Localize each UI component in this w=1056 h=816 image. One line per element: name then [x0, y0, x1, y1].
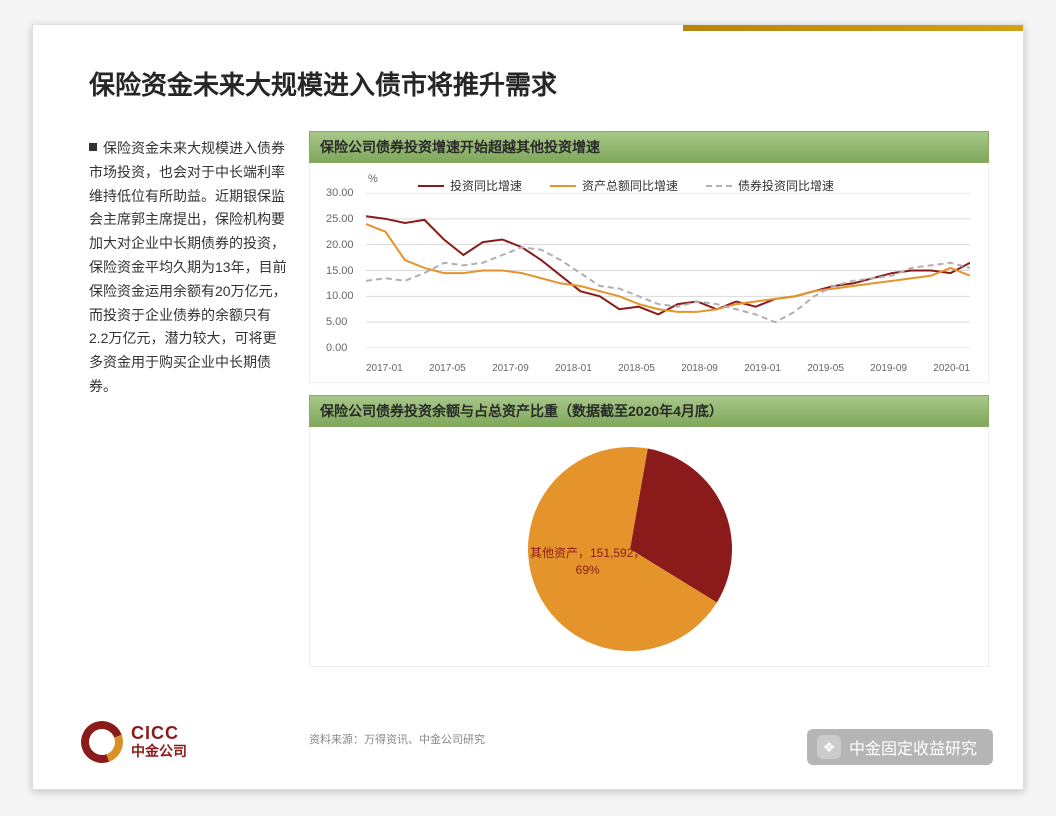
chart1-header: 保险公司债券投资增速开始超越其他投资增速: [309, 131, 989, 163]
chart1-legend: 投资同比增速资产总额同比增速债券投资同比增速: [418, 177, 834, 194]
cicc-ring-icon: [74, 714, 130, 770]
bullet-text: 保险资金未来大规模进入债券市场投资，也会对于中长端利率维持低位有所助益。近期银保…: [89, 137, 289, 399]
cicc-en: CICC: [131, 724, 187, 744]
page-title: 保险资金未来大规模进入债市将推升需求: [89, 65, 557, 102]
chart1-yunit: %: [368, 173, 378, 185]
chart1-plot: [366, 193, 970, 348]
slide: 保险资金未来大规模进入债市将推升需求 保险资金未来大规模进入债券市场投资，也会对…: [32, 24, 1024, 790]
wechat-icon: ❖: [817, 735, 841, 759]
source-text: 资料来源：万得资讯、中金公司研究: [309, 731, 485, 747]
accent-bar: [683, 25, 1023, 31]
pie-label-bond: 债券投资，67,139，31%: [748, 511, 857, 545]
pie-label-other: 其他资产，151,592，69%: [530, 545, 645, 579]
chart-column: 保险公司债券投资增速开始超越其他投资增速 % 投资同比增速资产总额同比增速债券投…: [309, 131, 989, 667]
bullet-marker: [89, 143, 97, 151]
chart1-xaxis: 2017-012017-052017-092018-012018-052018-…: [366, 363, 970, 374]
cicc-cn: 中金公司: [131, 744, 187, 759]
watermark: ❖ 中金固定收益研究: [807, 729, 993, 765]
bullet-content: 保险资金未来大规模进入债券市场投资，也会对于中长端利率维持低位有所助益。近期银保…: [89, 140, 287, 394]
cicc-text: CICC 中金公司: [131, 724, 187, 759]
chart2-pie: 债券投资，67,139，31% 其他资产，151,592，69%: [309, 427, 989, 667]
watermark-text: 中金固定收益研究: [849, 735, 977, 759]
cicc-logo: CICC 中金公司: [81, 721, 187, 763]
chart2-header: 保险公司债券投资余额与占总资产比重（数据截至2020年4月底）: [309, 395, 989, 427]
chart1-line: % 投资同比增速资产总额同比增速债券投资同比增速 0.005.0010.0015…: [309, 163, 989, 383]
